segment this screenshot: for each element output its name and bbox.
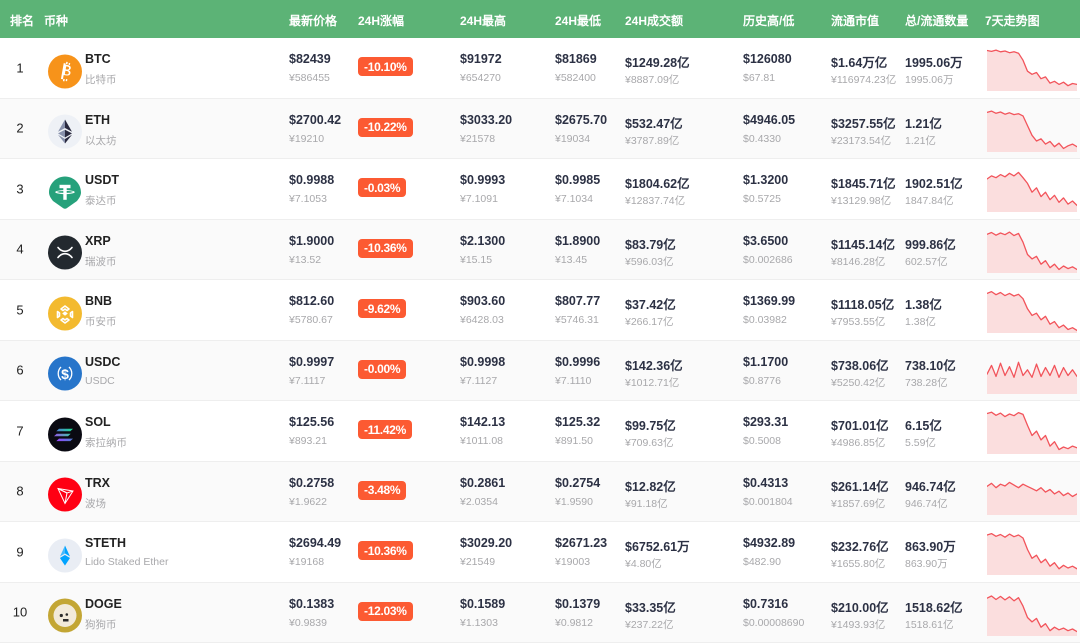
svg-text:$: $ [61,366,69,382]
